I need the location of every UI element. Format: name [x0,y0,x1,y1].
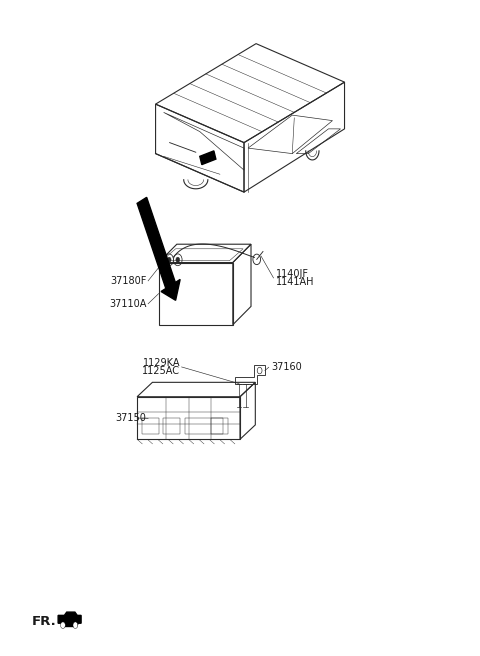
Bar [211,418,228,434]
Text: 1129KA: 1129KA [143,358,180,368]
Bar [185,418,223,434]
Text: 37160: 37160 [271,362,302,372]
Polygon shape [161,279,180,300]
Text: 1141AH: 1141AH [276,277,314,287]
Circle shape [176,257,180,262]
Polygon shape [137,197,175,289]
Polygon shape [58,612,81,626]
Bar [163,418,180,434]
Bar [142,418,158,434]
Text: 1140JF: 1140JF [276,269,309,279]
Circle shape [60,622,65,628]
Text: 37150: 37150 [116,413,147,423]
Text: 1125AC: 1125AC [142,366,180,376]
Text: 37110A: 37110A [109,298,147,309]
Text: FR.: FR. [32,615,57,628]
Circle shape [167,257,171,262]
Circle shape [73,622,78,628]
Polygon shape [200,151,216,165]
Text: 37180F: 37180F [110,276,147,286]
